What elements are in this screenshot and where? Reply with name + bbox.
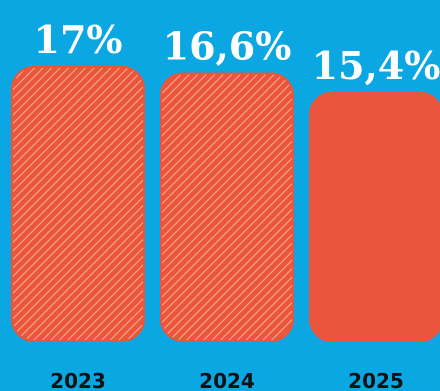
year-label-2024: 2024 <box>199 369 255 391</box>
year-label-2023: 2023 <box>50 369 106 391</box>
value-label-2024: 16,6% <box>163 23 292 68</box>
bar-2024 <box>160 72 294 343</box>
bar-2023 <box>11 66 145 342</box>
bar-2025 <box>309 91 440 342</box>
year-label-2025: 2025 <box>348 369 404 391</box>
value-label-2023: 17% <box>34 17 123 62</box>
value-label-2025: 15,4% <box>312 43 440 88</box>
